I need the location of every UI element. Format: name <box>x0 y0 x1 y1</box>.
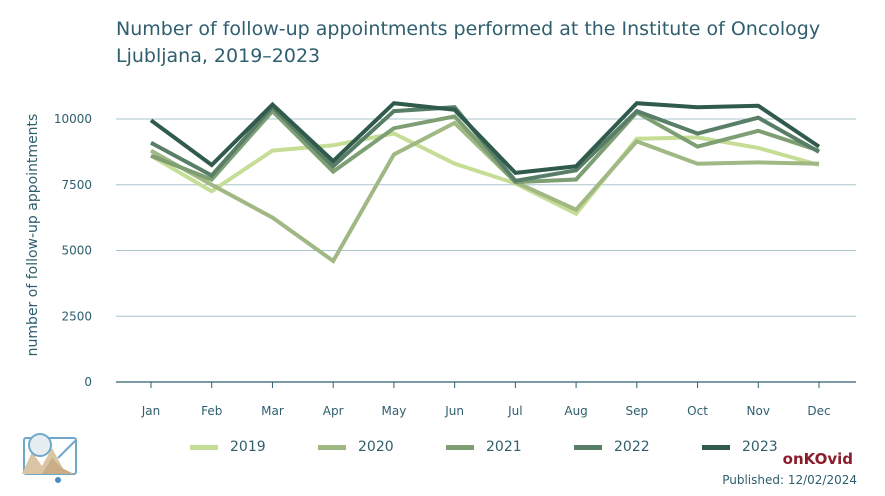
x-tick-label: Sep <box>626 404 649 418</box>
x-tick-label: Jan <box>141 404 161 418</box>
x-tick-label: Aug <box>564 404 587 418</box>
brand-name: onKOvid <box>782 450 853 468</box>
legend-label: 2020 <box>358 439 394 455</box>
x-tick-label: Jul <box>507 404 522 418</box>
x-tick-label: Feb <box>201 404 222 418</box>
chart-legend: 2019 2020 2021 2022 2023 <box>190 436 790 458</box>
legend-label: 2021 <box>486 439 522 455</box>
published-date: Published: 12/02/2024 <box>722 473 857 487</box>
legend-swatch <box>318 444 346 450</box>
series-line-2019 <box>149 131 820 217</box>
legend-swatch <box>190 444 218 450</box>
y-tick-label: 7500 <box>61 178 92 192</box>
legend-label: 2022 <box>614 439 650 455</box>
y-tick-label: 10000 <box>54 112 92 126</box>
x-tick-label: Apr <box>323 404 344 418</box>
y-axis-ticks: 0 2500 5000 7500 10000 <box>54 112 92 389</box>
x-tick-label: Jun <box>444 404 464 418</box>
chart-title: Number of follow-up appointments perform… <box>116 18 821 67</box>
legend-item-2023: 2023 <box>702 436 778 458</box>
x-tick-label: Nov <box>747 404 770 418</box>
legend-item-2019: 2019 <box>190 436 266 458</box>
legend-swatch <box>574 444 602 450</box>
legend-item-2022: 2022 <box>574 436 650 458</box>
y-tick-label: 0 <box>84 375 92 389</box>
legend-swatch <box>446 444 474 450</box>
series-line-2020 <box>150 120 820 264</box>
legend-label: 2019 <box>230 439 266 455</box>
y-tick-label: 2500 <box>61 309 92 323</box>
x-tick-label: Dec <box>807 404 830 418</box>
institute-logo-icon <box>22 433 77 483</box>
legend-item-2021: 2021 <box>446 436 522 458</box>
grid-lines <box>116 118 856 383</box>
series-line-2023 <box>149 101 821 175</box>
x-tick-label: Mar <box>261 404 284 418</box>
series-line-2021 <box>150 108 820 185</box>
y-axis-label: number of follow-up appointments <box>25 114 41 357</box>
legend-item-2020: 2020 <box>318 436 394 458</box>
x-tick-label: May <box>382 404 407 418</box>
legend-swatch <box>702 444 730 450</box>
legend-label: 2023 <box>742 439 778 455</box>
x-axis-ticks: Jan Feb Mar Apr May Jun Jul Aug Sep Oct Nov Dec <box>141 382 831 418</box>
series-lines <box>149 101 821 264</box>
x-tick-label: Oct <box>687 404 708 418</box>
y-tick-label: 5000 <box>61 244 92 258</box>
